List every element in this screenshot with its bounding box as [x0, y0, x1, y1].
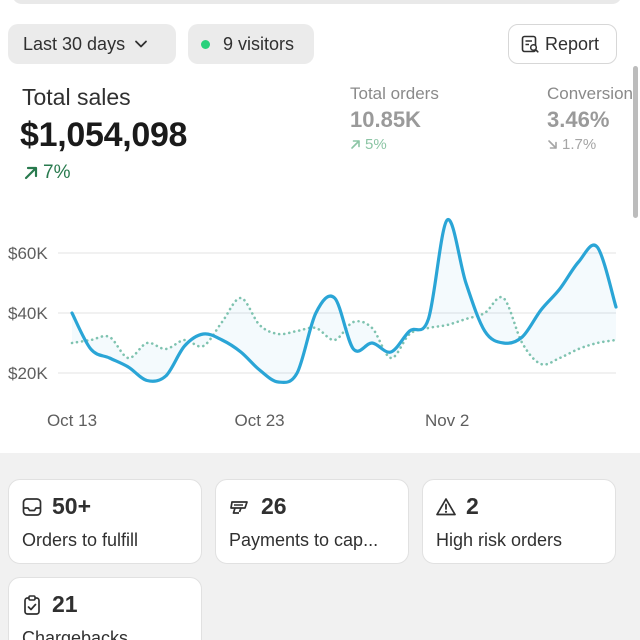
card-label: Chargebacks: [22, 628, 129, 640]
comparison-series-line: [70, 295, 618, 366]
report-label: Report: [545, 33, 600, 54]
x-tick-label: Oct 23: [235, 411, 285, 430]
total-sales-change-value: 7%: [43, 162, 71, 183]
total-orders-value: 10.85K: [350, 107, 421, 132]
arrow-down-right-icon: [548, 140, 557, 149]
date-range-button[interactable]: Last 30 days: [8, 24, 176, 64]
conversion-label: Conversion: [547, 84, 633, 103]
y-tick-label: $20K: [8, 364, 48, 383]
live-visitors-button[interactable]: 9 visitors: [188, 24, 314, 64]
report-icon: [520, 34, 540, 54]
x-tick-label: Nov 2: [425, 411, 469, 430]
total-orders-label: Total orders: [350, 84, 439, 103]
card-value: 21: [52, 591, 78, 617]
payments-to-capture-card[interactable]: 26 Payments to cap...: [215, 479, 409, 564]
visitors-label: 9 visitors: [223, 33, 295, 54]
chevron-down-icon: [135, 40, 147, 48]
card-value: 2: [466, 493, 479, 519]
alert-icon: [436, 497, 456, 515]
total-orders-metric[interactable]: Total orders 10.85K 5%: [350, 84, 439, 153]
clipboard-icon: [24, 594, 40, 615]
total-orders-change-value: 5%: [365, 136, 387, 153]
arrow-up-right-icon: [351, 140, 360, 149]
y-tick-label: $40K: [8, 304, 48, 323]
card-label: High risk orders: [436, 530, 563, 550]
top-strip: [12, 0, 622, 4]
scrollbar-thumb[interactable]: [633, 66, 638, 218]
conversion-value: 3.46%: [547, 107, 610, 132]
conversion-metric[interactable]: Conversion 3.46% 1.7%: [547, 84, 640, 153]
sales-series-line: [70, 218, 618, 385]
arrow-up-right-icon: [24, 166, 38, 180]
analytics-panel: Last 30 days 9 visitors Report Total sal…: [0, 0, 640, 453]
card-value: 50+: [52, 493, 92, 519]
inbox-icon: [22, 497, 42, 516]
conversion-change: 1.7%: [547, 136, 640, 153]
total-sales-change: 7%: [22, 162, 70, 184]
card-label: Orders to fulfill: [22, 530, 139, 550]
card-label: Payments to cap...: [229, 530, 379, 550]
report-button[interactable]: Report: [508, 24, 617, 64]
payment-icon: [230, 500, 248, 514]
conversion-change-value: 1.7%: [562, 136, 597, 153]
date-range-label: Last 30 days: [23, 33, 126, 54]
y-tick-label: $60K: [8, 244, 48, 263]
live-status-dot: [201, 39, 210, 49]
orders-to-fulfill-card[interactable]: 50+ Orders to fulfill: [8, 479, 202, 564]
card-value: 26: [261, 493, 287, 519]
total-orders-change: 5%: [350, 136, 439, 153]
chargebacks-card[interactable]: 21 Chargebacks: [8, 577, 202, 640]
total-sales-label: Total sales: [22, 84, 131, 110]
total-sales-value: $1,054,098: [20, 116, 188, 154]
high-risk-orders-card[interactable]: 2 High risk orders: [422, 479, 616, 564]
sales-line-chart: $20K $40K $60K Oct 13 Oct 23 Nov 2: [8, 218, 618, 430]
x-tick-label: Oct 13: [47, 411, 97, 430]
